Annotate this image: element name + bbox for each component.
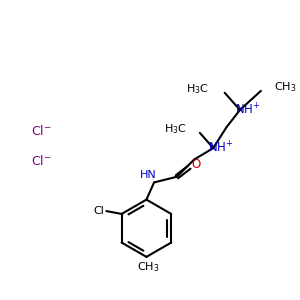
Text: CH$_3$: CH$_3$: [274, 80, 297, 94]
Text: Cl: Cl: [93, 206, 104, 216]
Text: Cl$^{-}$: Cl$^{-}$: [31, 154, 52, 169]
Text: NH$^{+}$: NH$^{+}$: [235, 102, 260, 118]
Text: Cl$^{-}$: Cl$^{-}$: [31, 124, 52, 138]
Text: O: O: [191, 158, 201, 171]
Text: H$_3$C: H$_3$C: [187, 82, 209, 96]
Text: HN: HN: [140, 170, 157, 180]
Text: H$_3$C: H$_3$C: [164, 122, 187, 136]
Text: NH$^{+}$: NH$^{+}$: [208, 140, 233, 156]
Text: CH$_3$: CH$_3$: [137, 260, 160, 274]
